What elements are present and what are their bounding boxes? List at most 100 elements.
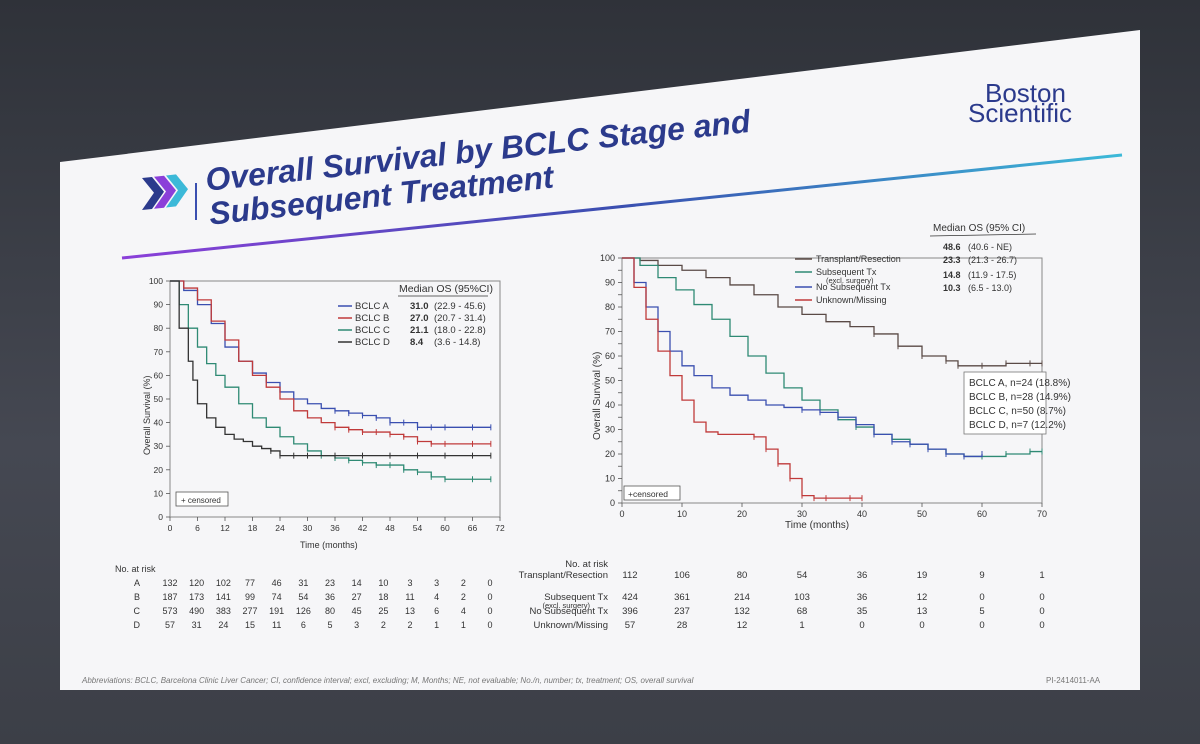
left-y-tick-label: 10 <box>154 488 164 498</box>
right-risk-cell: 19 <box>917 570 928 581</box>
left-risk-cell: 187 <box>162 592 177 602</box>
left-y-tick-label: 0 <box>158 512 163 522</box>
left-risk-cell: 2 <box>407 620 412 630</box>
n-annotation-box <box>963 371 1047 435</box>
left-y-tick-label: 60 <box>154 370 164 380</box>
left-risk-cell: 132 <box>162 578 177 588</box>
left-legend-median-3: 8.4 <box>410 337 424 348</box>
footer-code: PI-2414011-AA <box>1046 676 1101 685</box>
right-risk-cell: 0 <box>1039 592 1044 603</box>
left-risk-row-label: D <box>134 620 141 630</box>
left-y-tick-label: 20 <box>154 465 164 475</box>
right-x-tick-label: 40 <box>857 509 867 519</box>
right-risk-cell: 237 <box>674 606 690 617</box>
left-legend: BCLC A 31.0 (22.9 - 45.6) BCLC B 27.0 (20.7 -… <box>338 301 486 348</box>
left-risk-cell: 0 <box>487 592 492 602</box>
left-risk-cell: 45 <box>352 606 362 616</box>
left-risk-cell: 173 <box>189 592 204 602</box>
right-risk-cell: 106 <box>674 570 690 581</box>
right-legend-name-sub-1: (excl. surgery) <box>826 276 874 285</box>
right-y-tick-label: 100 <box>600 253 615 263</box>
right-risk-cell: 0 <box>859 620 864 631</box>
right-series-0-line <box>622 257 1042 367</box>
right-x-tick-label: 30 <box>797 509 807 519</box>
left-risk-cell: 1 <box>461 620 466 630</box>
right-risk-cell: 36 <box>857 592 868 603</box>
right-risk-cell: 112 <box>622 570 637 581</box>
right-legend-name-2: No Subsequent Tx <box>816 282 891 292</box>
title-rule <box>121 153 1123 260</box>
left-risk-cell: 4 <box>434 592 439 602</box>
right-x-tick-label: 50 <box>917 509 927 519</box>
right-legend-name-0: Transplant/Resection <box>816 254 901 264</box>
right-risk-row-label: Subsequent Tx <box>544 592 608 603</box>
right-risk-cell: 0 <box>1039 620 1044 631</box>
right-y-tick-label: 10 <box>605 474 615 484</box>
left-risk-cell: 4 <box>461 606 466 616</box>
left-risk-cell: 102 <box>216 578 231 588</box>
footer-abbreviations: Abbreviations: BCLC, Barcelona Clinic Li… <box>81 676 694 685</box>
right-risk-cell: 12 <box>917 592 928 603</box>
right-y-tick-label: 60 <box>605 351 615 361</box>
left-risk-cell: 6 <box>301 620 306 630</box>
left-risk-cell: 10 <box>378 578 388 588</box>
left-x-tick-label: 30 <box>303 523 313 533</box>
right-risk-cell: 13 <box>917 606 928 617</box>
left-risk-cell: 23 <box>325 578 335 588</box>
left-x-tick-label: 54 <box>413 523 423 533</box>
left-risk-cell: 18 <box>378 592 388 602</box>
brand-logo: Boston Scientific <box>968 78 1072 128</box>
left-legend-name-0: BCLC A <box>355 301 389 312</box>
right-x-tick-label: 10 <box>677 509 687 519</box>
left-risk-cell: 120 <box>189 578 204 588</box>
right-risk-row-label: Transplant/Resection <box>519 570 608 581</box>
left-risk-cell: 25 <box>378 606 388 616</box>
right-risk-cell: 132 <box>734 606 750 617</box>
right-risk-cell: 0 <box>979 592 984 603</box>
left-x-tick-label: 72 <box>495 523 505 533</box>
right-risk-cell: 0 <box>979 620 984 631</box>
left-y-tick-label: 40 <box>154 418 164 428</box>
presentation-slide <box>60 30 1140 690</box>
left-risk-cell: 1 <box>434 620 439 630</box>
left-legend-ci-0: (22.9 - 45.6) <box>434 301 486 312</box>
left-series-lines <box>170 280 492 483</box>
right-risk-cell: 214 <box>734 592 750 603</box>
left-risk-cell: 3 <box>354 620 359 630</box>
left-legend-ci-3: (3.6 - 14.8) <box>434 337 480 348</box>
right-legend-name-3: Unknown/Missing <box>816 295 887 305</box>
left-risk-cell: 141 <box>216 592 231 602</box>
left-risk-cell: 0 <box>487 578 492 588</box>
left-risk-cell: 80 <box>325 606 335 616</box>
right-risk-cell: 0 <box>919 620 924 631</box>
left-legend-median-0: 31.0 <box>410 301 429 312</box>
left-x-tick-label: 60 <box>440 523 450 533</box>
left-risk-row-label: B <box>134 592 140 602</box>
left-risk-cell: 5 <box>327 620 332 630</box>
left-legend-median-1: 27.0 <box>410 313 429 324</box>
left-x-tick-label: 36 <box>330 523 340 533</box>
left-risk-cell: 490 <box>189 606 204 616</box>
left-y-tick-label: 90 <box>154 300 164 310</box>
left-legend-name-1: BCLC B <box>355 313 389 324</box>
left-risk-cell: 3 <box>434 578 439 588</box>
right-series-3-line <box>622 257 862 499</box>
right-risk-cell: 57 <box>625 620 636 631</box>
right-legend-ci-2: (11.9 - 17.5) <box>968 270 1016 280</box>
right-x-tick-label: 0 <box>619 509 624 519</box>
right-risk-cell: 35 <box>857 606 868 617</box>
left-risk-cell: 99 <box>245 592 255 602</box>
left-risk-row-label: A <box>134 578 140 588</box>
left-y-tick-label: 100 <box>149 276 163 286</box>
right-risk-row-label-sub: (excl. surgery) <box>542 601 590 610</box>
left-risk-cell: 0 <box>487 620 492 630</box>
left-risk-cell: 24 <box>218 620 228 630</box>
left-legend-ci-1: (20.7 - 31.4) <box>434 313 486 324</box>
right-series-2-line <box>622 257 983 458</box>
left-risk-cell: 191 <box>269 606 284 616</box>
right-legend-ci-0: (40.6 - NE) <box>968 242 1012 252</box>
right-risk-cell: 68 <box>797 606 808 617</box>
right-legend-median-3: 10.3 <box>943 283 961 293</box>
right-y-label: Overall Survival (%) <box>592 352 603 440</box>
